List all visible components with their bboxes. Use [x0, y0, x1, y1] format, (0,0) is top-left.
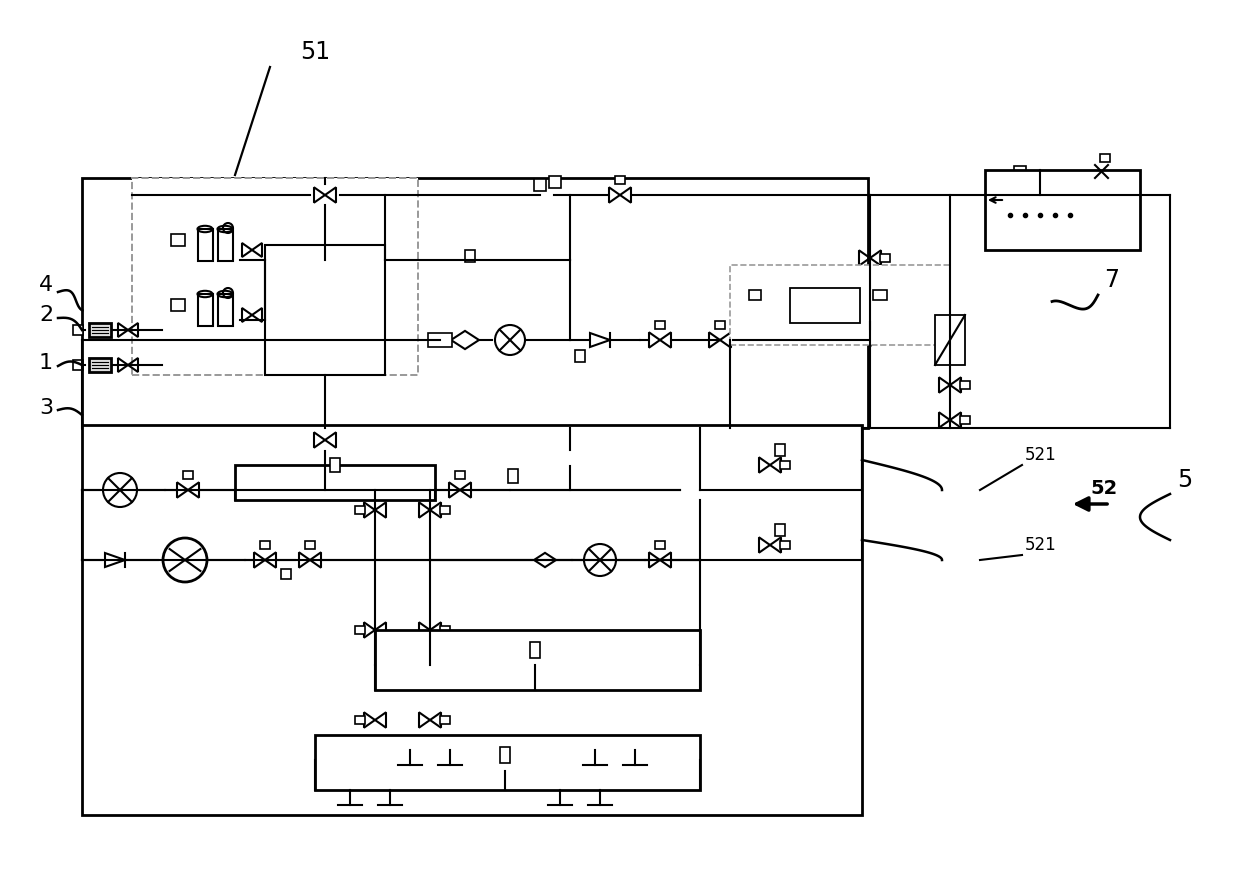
Bar [655, 540, 665, 548]
Bar [440, 716, 450, 724]
Text: 521: 521 [1025, 536, 1056, 554]
Bar [260, 540, 270, 548]
Text: 51: 51 [300, 40, 330, 64]
Bar [935, 315, 965, 365]
Bar [1014, 166, 1025, 176]
Bar [780, 541, 790, 549]
Bar [82, 425, 862, 815]
Bar [873, 290, 887, 300]
Bar [455, 470, 465, 478]
Text: 4: 4 [38, 275, 53, 295]
Bar [749, 290, 761, 300]
Bar [73, 360, 83, 370]
Bar [305, 540, 315, 548]
Bar [440, 506, 450, 514]
Bar [1100, 154, 1110, 162]
Bar [428, 333, 453, 347]
Bar [281, 569, 291, 579]
Bar [131, 178, 418, 375]
Bar [355, 716, 365, 724]
Bar [500, 747, 510, 763]
Bar [775, 524, 785, 536]
Bar [549, 176, 560, 188]
Bar [197, 294, 212, 326]
Bar [374, 630, 701, 690]
Bar [171, 234, 185, 246]
Bar [315, 735, 701, 790]
Bar [577, 450, 587, 460]
Bar [89, 323, 112, 337]
Bar [184, 470, 193, 478]
Bar [880, 334, 890, 342]
Bar [529, 642, 539, 658]
Bar [89, 358, 112, 372]
Bar [330, 458, 340, 472]
Bar [355, 626, 365, 634]
Bar [171, 299, 185, 311]
Bar [355, 506, 365, 514]
Bar [790, 288, 861, 323]
Bar [730, 265, 950, 345]
Bar [440, 626, 450, 634]
Bar [961, 381, 971, 389]
Bar [961, 416, 971, 424]
Bar [236, 465, 435, 500]
Bar [615, 176, 625, 184]
Bar [534, 179, 546, 191]
Bar [775, 444, 785, 456]
Bar [197, 229, 212, 261]
Bar [655, 321, 665, 329]
Bar [82, 178, 868, 428]
Bar [465, 250, 475, 262]
Text: 3: 3 [38, 398, 53, 418]
Bar [508, 469, 518, 483]
Text: 5: 5 [1177, 468, 1193, 492]
Bar [985, 170, 1140, 250]
Bar [73, 325, 83, 335]
Text: 52: 52 [1090, 478, 1117, 497]
Bar [217, 229, 233, 261]
Bar [780, 461, 790, 469]
Bar [575, 350, 585, 362]
Text: 1: 1 [38, 353, 53, 373]
Bar [880, 254, 890, 262]
Bar [217, 294, 233, 326]
Text: 7: 7 [1105, 268, 1120, 292]
Bar [265, 245, 384, 375]
Text: 521: 521 [1025, 446, 1056, 464]
Text: 2: 2 [38, 305, 53, 325]
Bar [715, 321, 725, 329]
